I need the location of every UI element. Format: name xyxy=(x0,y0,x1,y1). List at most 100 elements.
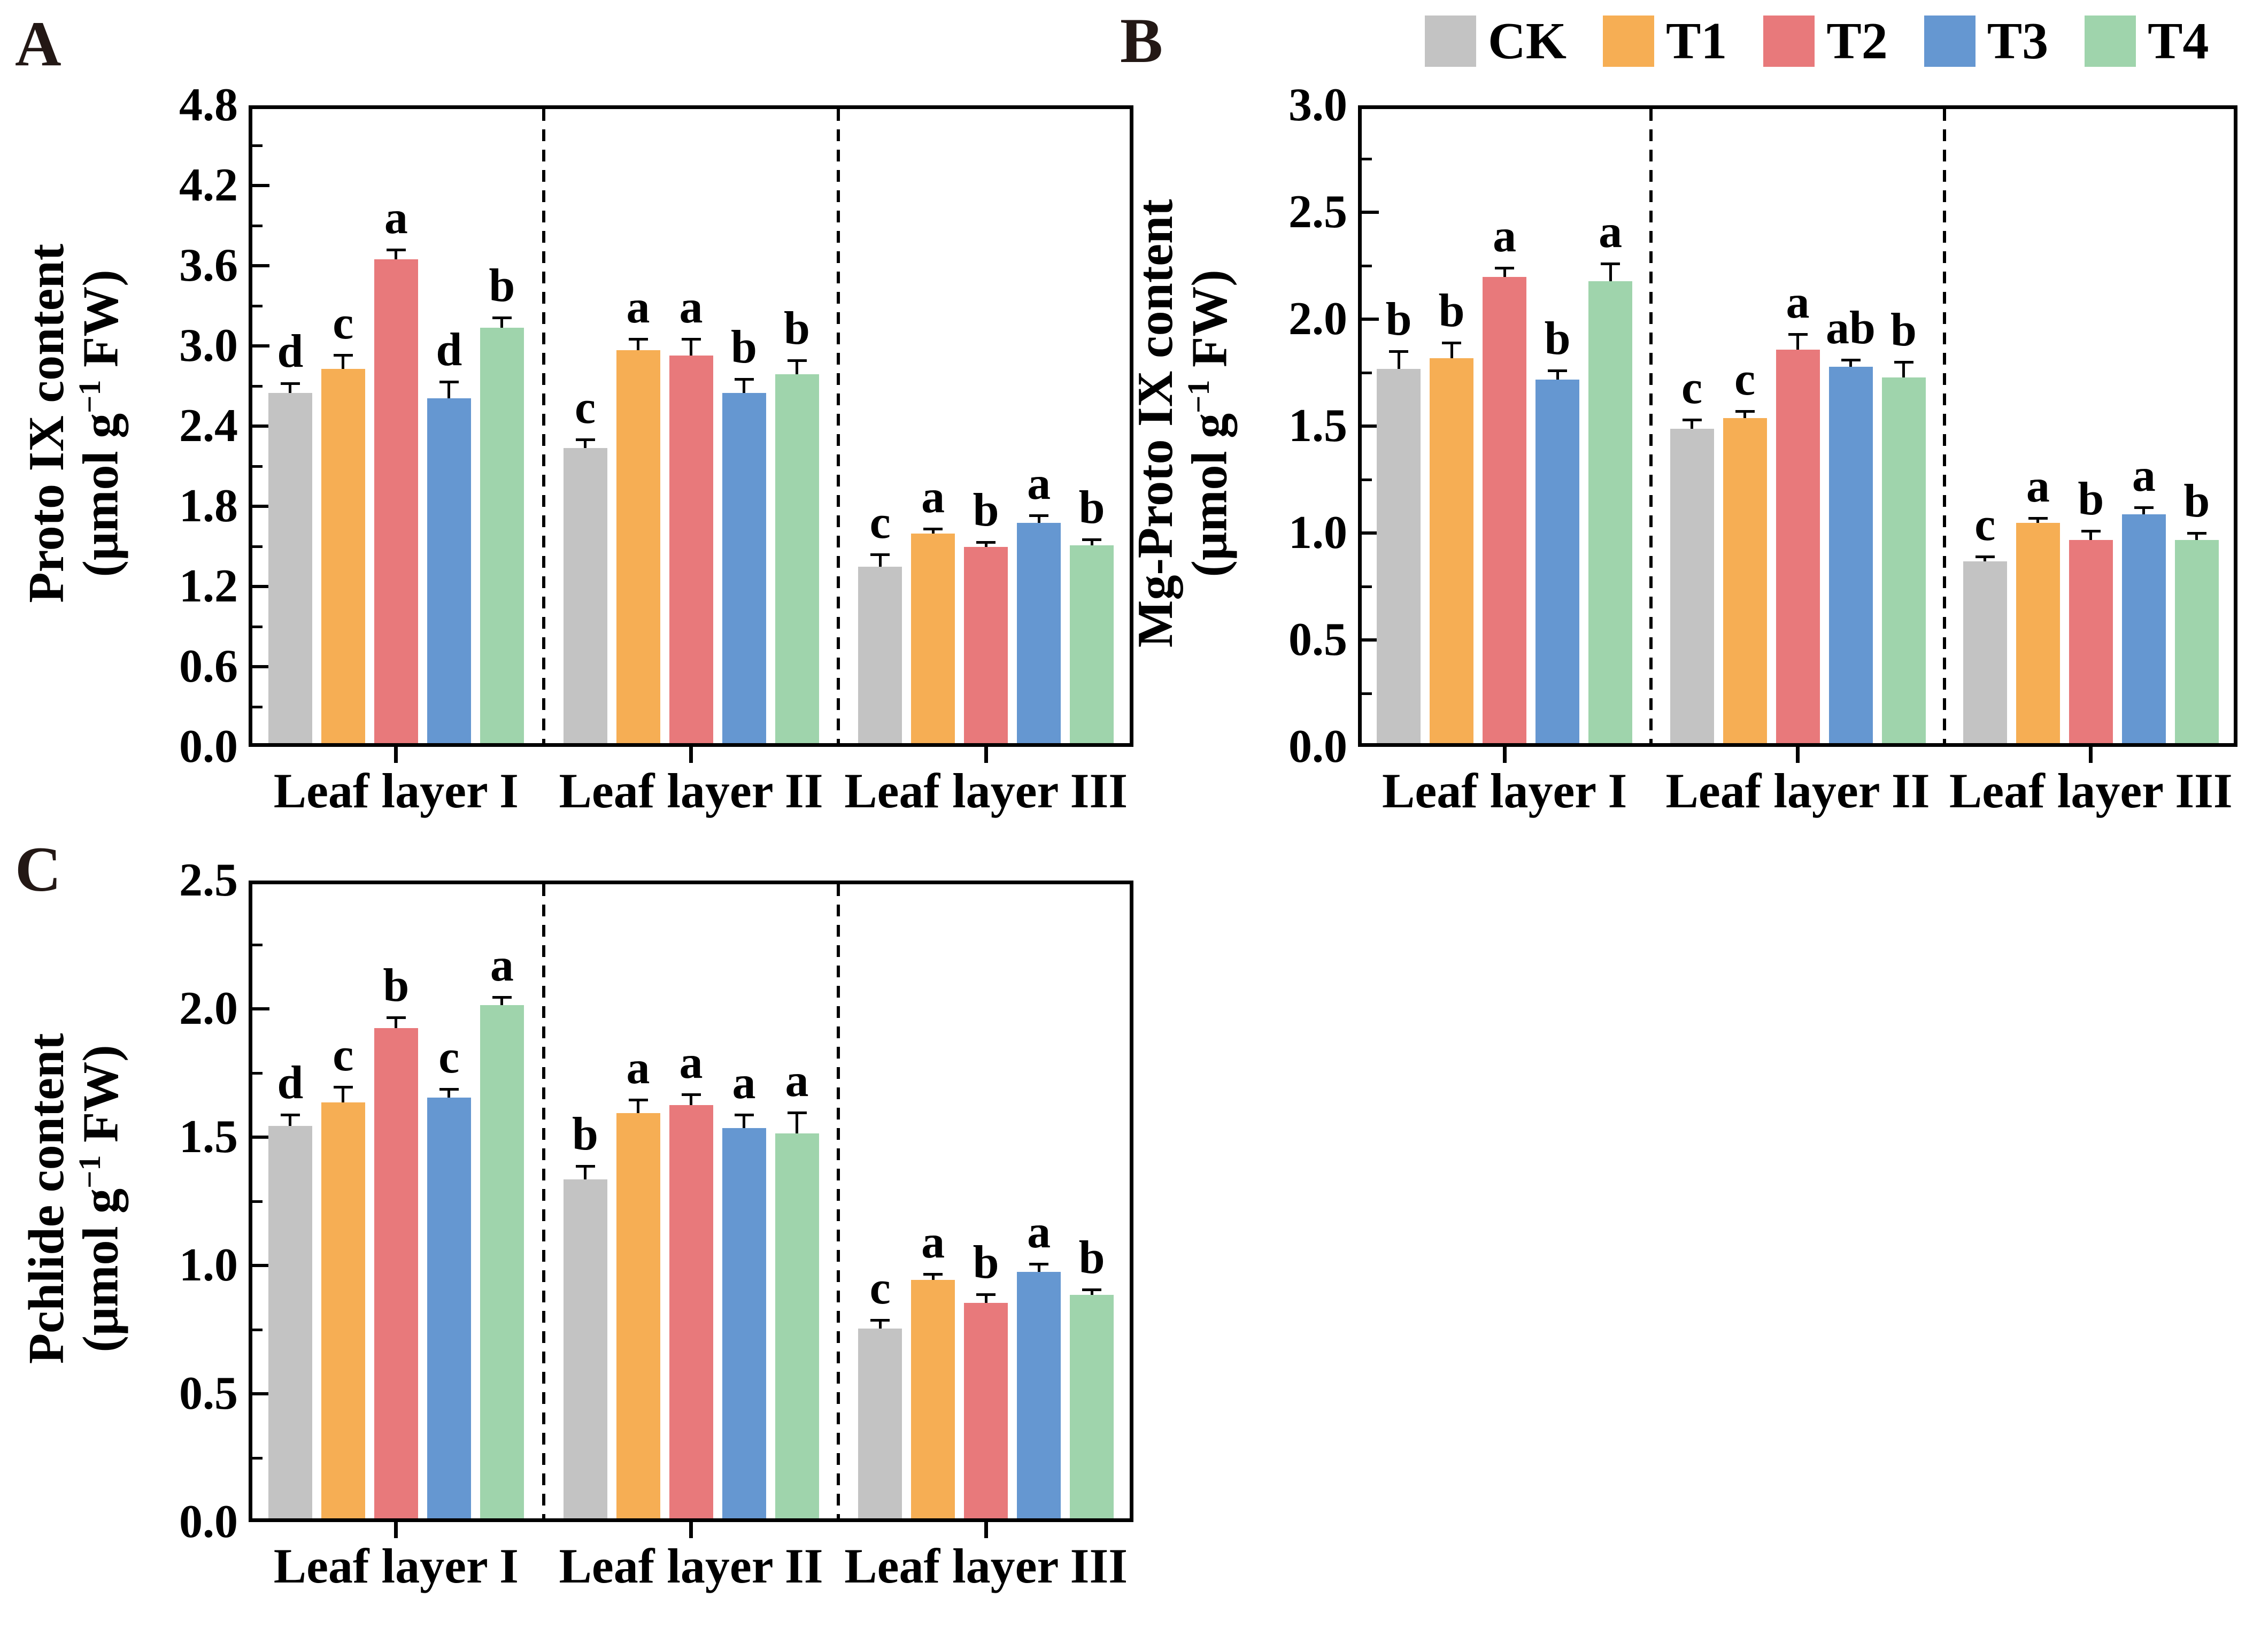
error-bar-stem xyxy=(796,361,798,374)
bar-t1-c1 xyxy=(321,1102,365,1518)
y-minor-tick xyxy=(1362,264,1372,267)
significance-letter: c xyxy=(869,1262,891,1315)
x-tick xyxy=(1796,747,1800,763)
significance-letter: a xyxy=(1493,210,1517,262)
error-bar-stem xyxy=(1743,412,1746,418)
error-bar-stem xyxy=(584,1167,587,1180)
error-bar-cap xyxy=(333,354,353,357)
y-minor-tick xyxy=(252,144,263,147)
significance-letter: a xyxy=(921,1216,945,1268)
y-tick-label: 2.5 xyxy=(1288,186,1347,238)
legend-swatch-icon xyxy=(1924,16,1976,67)
y-tick-label: 2.0 xyxy=(179,983,238,1035)
error-bar-stem xyxy=(1902,362,1905,377)
x-group-label: Leaf layer I xyxy=(273,1539,519,1593)
error-bar-stem xyxy=(1450,343,1453,358)
error-bar-cap xyxy=(439,1088,459,1091)
error-bar-cap xyxy=(1082,1288,1102,1291)
error-bar-stem xyxy=(2089,531,2093,540)
x-tick xyxy=(689,747,693,763)
y-major-tick xyxy=(1362,211,1379,214)
group-separator xyxy=(837,884,840,1518)
x-group-label: Leaf layer III xyxy=(1949,763,2233,818)
error-bar-stem xyxy=(1849,360,1852,367)
significance-letter: a xyxy=(626,1041,650,1094)
error-bar-cap xyxy=(1389,350,1409,353)
y-minor-tick xyxy=(1362,371,1372,374)
significance-letter: c xyxy=(333,1029,354,1081)
y-minor-tick xyxy=(252,384,263,388)
x-group-label: Leaf layer III xyxy=(844,1539,1128,1593)
y-minor-tick xyxy=(252,465,263,468)
bar-t3-b2 xyxy=(1828,367,1873,743)
error-bar-stem xyxy=(984,543,987,547)
error-bar-stem xyxy=(1984,557,1987,561)
bar-t2-a1 xyxy=(374,259,418,743)
significance-letter: a xyxy=(732,1057,756,1109)
error-bar-stem xyxy=(2036,519,2040,523)
legend-label: T1 xyxy=(1666,12,1727,70)
error-bar-stem xyxy=(1090,1290,1093,1295)
error-bar-cap xyxy=(734,1114,754,1117)
y-major-tick xyxy=(252,264,269,267)
error-bar-cap xyxy=(280,382,300,385)
legend-swatch-icon xyxy=(1763,16,1815,67)
bar-ck-c3 xyxy=(858,1328,902,1518)
significance-letter: b xyxy=(973,484,999,536)
significance-letter: a xyxy=(626,281,650,333)
error-bar-cap xyxy=(1601,263,1620,265)
error-bar-cap xyxy=(681,1093,701,1096)
y-tick-label: 1.2 xyxy=(179,560,238,612)
significance-letter: c xyxy=(333,297,354,349)
y-tick-label: 3.0 xyxy=(179,320,238,372)
bar-t1-b1 xyxy=(1430,358,1474,743)
legend-item-ck: CK xyxy=(1425,15,1567,67)
bar-t2-b3 xyxy=(2069,540,2113,743)
error-bar-cap xyxy=(628,1098,648,1101)
error-bar-cap xyxy=(1788,333,1808,336)
error-bar-cap xyxy=(1841,359,1861,361)
error-bar-stem xyxy=(289,1115,292,1126)
x-tick xyxy=(2089,747,2093,763)
significance-letter: a xyxy=(384,191,408,244)
y-axis-title-unit: (μmol g−1 FW) xyxy=(72,878,128,1519)
legend-label: CK xyxy=(1488,12,1567,70)
y-minor-tick xyxy=(252,1328,263,1331)
y-major-tick xyxy=(252,1264,269,1267)
y-major-tick xyxy=(252,1136,269,1139)
bar-t3-a2 xyxy=(722,393,766,743)
significance-letter: b xyxy=(383,960,410,1012)
y-tick-label: 4.8 xyxy=(179,79,238,131)
bar-t2-b1 xyxy=(1483,277,1527,743)
error-bar-stem xyxy=(395,1018,398,1029)
bar-t4-c1 xyxy=(480,1005,524,1518)
y-minor-tick xyxy=(1362,478,1372,481)
y-major-tick xyxy=(1362,424,1379,428)
bar-t3-a3 xyxy=(1017,522,1061,743)
legend-item-t2: T2 xyxy=(1763,15,1888,67)
bar-t2-c1 xyxy=(374,1028,418,1518)
y-tick-label: 1.0 xyxy=(1288,507,1347,559)
error-bar-cap xyxy=(923,1273,943,1276)
significance-letter: a xyxy=(2026,460,2050,512)
bar-t4-a3 xyxy=(1070,545,1114,743)
y-major-tick xyxy=(1362,638,1379,642)
significance-letter: a xyxy=(1027,1206,1051,1258)
error-bar-stem xyxy=(690,1095,692,1106)
significance-letter: c xyxy=(574,381,596,434)
bar-t3-c3 xyxy=(1017,1272,1061,1518)
y-axis-title: Pchlide content (μmol g−1 FW) xyxy=(19,878,128,1519)
bar-ck-b2 xyxy=(1670,429,1714,743)
significance-letter: a xyxy=(679,281,703,333)
error-bar-stem xyxy=(878,1321,882,1329)
y-tick-label: 0.0 xyxy=(179,1496,238,1548)
legend-label: T4 xyxy=(2148,12,2209,70)
error-bar-cap xyxy=(386,248,406,251)
y-minor-tick xyxy=(1362,585,1372,588)
bar-t4-a2 xyxy=(775,374,819,743)
bar-t1-c3 xyxy=(911,1279,955,1518)
error-bar-cap xyxy=(575,1165,595,1168)
error-bar-stem xyxy=(637,1100,639,1113)
error-bar-stem xyxy=(500,318,504,328)
significance-letter: b xyxy=(1438,285,1465,337)
